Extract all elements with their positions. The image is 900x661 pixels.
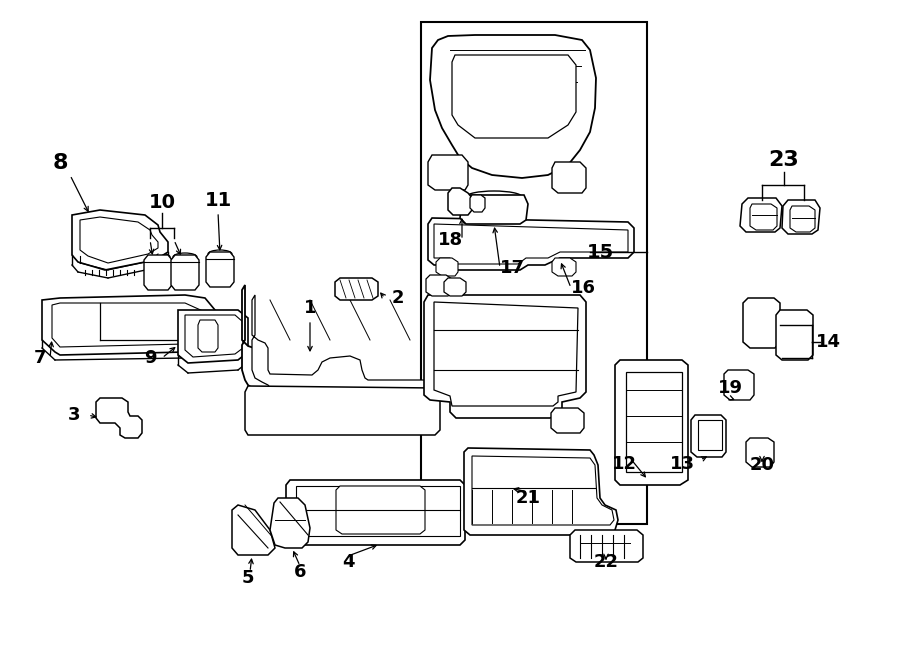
Text: 8: 8	[52, 153, 68, 173]
Polygon shape	[615, 360, 688, 485]
Polygon shape	[436, 258, 458, 276]
Polygon shape	[782, 200, 820, 234]
Polygon shape	[144, 255, 172, 290]
Polygon shape	[232, 505, 275, 555]
Polygon shape	[444, 278, 466, 296]
Polygon shape	[570, 530, 643, 562]
Polygon shape	[470, 195, 485, 212]
Polygon shape	[198, 320, 218, 352]
Text: 10: 10	[148, 192, 176, 212]
Text: 3: 3	[68, 406, 80, 424]
Polygon shape	[750, 204, 777, 230]
Polygon shape	[626, 372, 682, 472]
Text: 20: 20	[750, 456, 775, 474]
Text: 17: 17	[500, 259, 525, 277]
Polygon shape	[452, 55, 576, 138]
Text: 19: 19	[717, 379, 742, 397]
Polygon shape	[426, 275, 452, 296]
Polygon shape	[286, 480, 465, 545]
Polygon shape	[428, 155, 468, 190]
Polygon shape	[434, 224, 628, 264]
Text: 21: 21	[516, 489, 541, 507]
Polygon shape	[296, 486, 460, 536]
Polygon shape	[472, 456, 614, 525]
Polygon shape	[746, 438, 774, 467]
Polygon shape	[743, 298, 780, 348]
Text: 23: 23	[769, 150, 799, 170]
Text: 9: 9	[144, 349, 157, 367]
Polygon shape	[185, 315, 243, 357]
Polygon shape	[245, 386, 440, 435]
Polygon shape	[552, 162, 586, 193]
Polygon shape	[52, 303, 205, 347]
Polygon shape	[178, 310, 248, 363]
Polygon shape	[252, 295, 545, 396]
Text: 6: 6	[293, 563, 306, 581]
Polygon shape	[72, 210, 168, 270]
Text: 13: 13	[670, 455, 695, 473]
Polygon shape	[171, 255, 199, 290]
Polygon shape	[448, 188, 472, 215]
Polygon shape	[434, 302, 578, 406]
Polygon shape	[80, 217, 158, 263]
Text: 18: 18	[437, 231, 463, 249]
Polygon shape	[790, 206, 815, 232]
Text: 11: 11	[204, 190, 231, 210]
Polygon shape	[464, 448, 618, 535]
Text: 4: 4	[342, 553, 355, 571]
Text: 1: 1	[304, 299, 316, 317]
Text: 16: 16	[571, 279, 596, 297]
Polygon shape	[698, 420, 722, 450]
Polygon shape	[460, 195, 528, 224]
Polygon shape	[270, 498, 310, 548]
Polygon shape	[724, 370, 754, 400]
Polygon shape	[96, 398, 142, 438]
Polygon shape	[551, 408, 584, 433]
Bar	[421, 22, 647, 524]
Polygon shape	[335, 278, 378, 300]
Polygon shape	[776, 310, 813, 360]
Text: 15: 15	[587, 243, 614, 262]
Text: 14: 14	[815, 333, 841, 351]
Polygon shape	[552, 258, 576, 276]
Polygon shape	[691, 415, 726, 457]
Polygon shape	[428, 218, 634, 270]
Text: 22: 22	[593, 553, 618, 571]
Text: 7: 7	[34, 349, 46, 367]
Text: 5: 5	[242, 569, 254, 587]
Polygon shape	[430, 35, 596, 178]
Text: 12: 12	[611, 455, 636, 473]
Text: 2: 2	[392, 289, 404, 307]
Polygon shape	[740, 198, 782, 232]
Polygon shape	[206, 252, 234, 287]
Polygon shape	[42, 295, 215, 355]
Polygon shape	[242, 285, 550, 408]
Polygon shape	[336, 486, 425, 534]
Polygon shape	[424, 295, 586, 418]
